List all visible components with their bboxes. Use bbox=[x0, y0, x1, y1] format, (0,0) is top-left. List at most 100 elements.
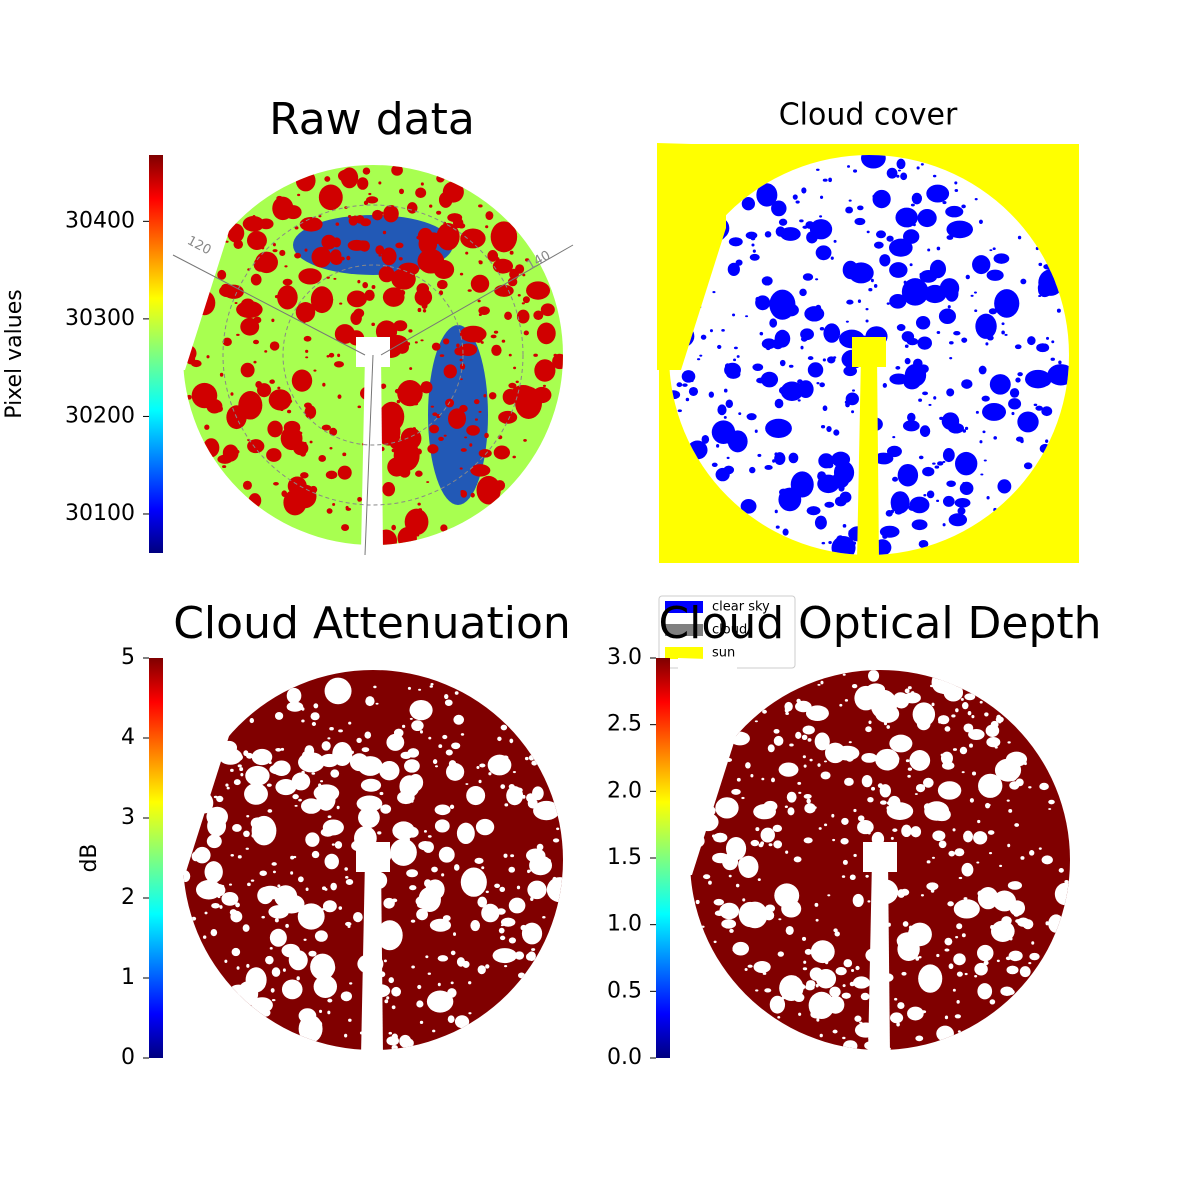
blob bbox=[904, 363, 927, 387]
blob bbox=[386, 996, 390, 1000]
blob bbox=[911, 192, 923, 205]
blob bbox=[419, 730, 423, 734]
colorbar bbox=[149, 658, 163, 1058]
blob bbox=[926, 860, 931, 864]
blob bbox=[802, 967, 808, 971]
blob bbox=[233, 239, 244, 250]
blob bbox=[819, 215, 823, 218]
blob bbox=[345, 921, 352, 927]
blob bbox=[353, 911, 363, 923]
blob bbox=[879, 254, 891, 267]
blob bbox=[516, 885, 521, 890]
blob bbox=[318, 783, 322, 788]
blob bbox=[785, 925, 794, 935]
blob bbox=[233, 779, 241, 786]
blob bbox=[1058, 360, 1062, 365]
blob bbox=[785, 712, 789, 716]
blob bbox=[416, 235, 420, 240]
blob bbox=[987, 830, 995, 835]
blob bbox=[738, 901, 762, 928]
blob bbox=[237, 764, 242, 768]
blob bbox=[814, 902, 819, 907]
blob bbox=[222, 444, 239, 462]
blob bbox=[890, 836, 894, 840]
blob bbox=[382, 230, 387, 235]
blob bbox=[434, 765, 438, 768]
blob bbox=[388, 977, 395, 984]
blob bbox=[968, 729, 985, 741]
blob bbox=[216, 795, 224, 803]
blob bbox=[303, 938, 307, 941]
blob bbox=[830, 256, 834, 260]
blob bbox=[388, 1031, 393, 1035]
blob bbox=[437, 955, 449, 962]
blob bbox=[931, 856, 935, 859]
blob bbox=[301, 707, 305, 711]
blob bbox=[195, 850, 204, 858]
blob bbox=[327, 1010, 331, 1015]
blob bbox=[982, 430, 986, 434]
blob bbox=[876, 230, 886, 239]
blob bbox=[990, 920, 1015, 942]
blob bbox=[450, 950, 456, 956]
blob bbox=[426, 990, 454, 1013]
blob bbox=[932, 263, 938, 270]
blob bbox=[945, 285, 959, 302]
blob bbox=[305, 832, 320, 847]
blob bbox=[271, 999, 276, 1002]
blob bbox=[411, 720, 424, 732]
blob bbox=[961, 337, 968, 343]
blob bbox=[219, 284, 236, 298]
blob bbox=[510, 854, 515, 858]
blob bbox=[736, 355, 740, 358]
blob bbox=[742, 898, 746, 902]
blob bbox=[948, 341, 954, 345]
blob bbox=[256, 225, 260, 229]
blob bbox=[329, 726, 334, 731]
blob bbox=[892, 435, 896, 439]
blob bbox=[832, 1029, 838, 1034]
blob bbox=[283, 785, 287, 788]
blob bbox=[410, 919, 416, 923]
blob bbox=[272, 870, 276, 874]
blob bbox=[757, 453, 762, 458]
blob bbox=[407, 686, 411, 690]
blob bbox=[736, 777, 741, 782]
blob bbox=[282, 968, 286, 972]
blob bbox=[963, 897, 968, 900]
blob bbox=[797, 379, 803, 384]
blob bbox=[438, 744, 443, 749]
colorbar-tick-label: 4 bbox=[121, 725, 135, 750]
blob bbox=[729, 921, 733, 924]
blob bbox=[695, 899, 700, 905]
blob bbox=[947, 309, 952, 314]
blob bbox=[327, 998, 333, 1003]
blob bbox=[277, 285, 298, 310]
blob bbox=[402, 323, 406, 327]
blob bbox=[259, 870, 267, 876]
blob bbox=[973, 291, 977, 294]
blob bbox=[524, 258, 530, 262]
blob bbox=[997, 479, 1012, 494]
blob bbox=[806, 316, 811, 320]
blob bbox=[308, 950, 317, 957]
blob bbox=[301, 220, 307, 226]
blob bbox=[773, 735, 784, 746]
blob bbox=[509, 239, 514, 244]
blob bbox=[836, 535, 845, 545]
blob bbox=[364, 289, 375, 301]
blob bbox=[894, 509, 903, 515]
blob bbox=[400, 427, 422, 450]
blob bbox=[250, 879, 255, 882]
blob bbox=[829, 986, 841, 998]
blob bbox=[961, 379, 973, 389]
blob bbox=[886, 235, 894, 242]
blob bbox=[333, 277, 337, 280]
blob bbox=[300, 798, 322, 814]
blob bbox=[996, 959, 1000, 963]
colorbar-tick-label: 30200 bbox=[65, 403, 135, 428]
blob bbox=[266, 783, 272, 787]
blob bbox=[420, 194, 424, 197]
blob bbox=[466, 785, 486, 806]
blob bbox=[938, 308, 956, 324]
